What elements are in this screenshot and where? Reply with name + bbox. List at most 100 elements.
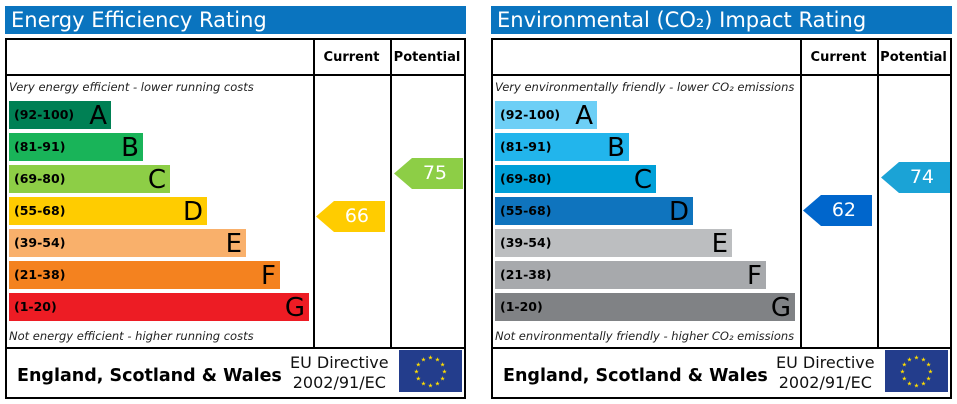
band-range: (69-80)	[14, 171, 66, 186]
svg-text:★: ★	[921, 381, 926, 388]
potential-header: Potential	[877, 40, 950, 76]
svg-text:★: ★	[416, 376, 421, 383]
band-range: (81-91)	[500, 139, 552, 154]
svg-text:★: ★	[900, 369, 905, 376]
eu-directive: EU Directive 2002/91/EC	[776, 353, 875, 393]
band-range: (1-20)	[500, 299, 543, 314]
band-range: (55-68)	[14, 203, 66, 218]
band-range: (21-38)	[14, 267, 66, 282]
column-divider	[313, 40, 315, 347]
band-F-bar: (21-38) F	[9, 261, 280, 291]
potential-rating-arrow: 75	[394, 158, 463, 189]
band-range: (92-100)	[500, 107, 561, 122]
eu-directive-line2: 2002/91/EC	[778, 373, 872, 392]
band-letter: C	[147, 165, 166, 195]
band-range: (39-54)	[14, 235, 66, 250]
band-E-bar: (39-54) E	[495, 229, 732, 259]
svg-text:★: ★	[926, 362, 931, 369]
eu-directive-line1: EU Directive	[290, 353, 389, 372]
top-note: Very environmentally friendly - lower CO…	[495, 80, 795, 94]
environmental-rating-panel: Environmental (CO₂) Impact Rating Curren…	[491, 0, 952, 404]
current-header: Current	[313, 40, 390, 76]
svg-text:★: ★	[926, 376, 931, 383]
svg-text:★: ★	[907, 356, 912, 363]
band-G-bar: (1-20) G	[9, 293, 309, 323]
current-rating-arrow: 62	[803, 195, 872, 226]
band-G-bar: (1-20) G	[495, 293, 795, 323]
svg-text:★: ★	[928, 369, 933, 376]
svg-text:★: ★	[435, 381, 440, 388]
band-letter: A	[89, 101, 107, 131]
svg-text:★: ★	[914, 383, 919, 390]
svg-text:★: ★	[414, 369, 419, 376]
footer-region: England, Scotland & Wales	[17, 366, 282, 386]
band-range: (81-91)	[14, 139, 66, 154]
svg-text:★: ★	[440, 376, 445, 383]
band-C-bar: (69-80) C	[9, 165, 170, 195]
svg-text:★: ★	[421, 356, 426, 363]
column-divider	[877, 40, 879, 347]
band-range: (39-54)	[500, 235, 552, 250]
header-blank	[493, 40, 800, 76]
band-range: (55-68)	[500, 203, 552, 218]
potential-rating-arrow: 74	[881, 162, 950, 193]
svg-text:★: ★	[907, 381, 912, 388]
bottom-note: Not environmentally friendly - higher CO…	[495, 329, 795, 343]
band-D-bar: (55-68) D	[495, 197, 693, 227]
svg-text:★: ★	[914, 355, 919, 362]
panel-title: Environmental (CO₂) Impact Rating	[491, 6, 952, 34]
panel-title: Energy Efficiency Rating	[5, 6, 466, 34]
svg-text:★: ★	[921, 356, 926, 363]
svg-text:★: ★	[442, 369, 447, 376]
band-letter: E	[225, 229, 242, 259]
footer-region: England, Scotland & Wales	[503, 366, 768, 386]
band-F-bar: (21-38) F	[495, 261, 766, 291]
band-B-bar: (81-91) B	[9, 133, 143, 163]
band-letter: A	[575, 101, 593, 131]
bottom-note: Not energy efficient - higher running co…	[9, 329, 254, 343]
svg-text:★: ★	[421, 381, 426, 388]
svg-text:★: ★	[902, 362, 907, 369]
column-divider	[800, 40, 802, 347]
band-letter: D	[668, 197, 689, 227]
band-E-bar: (39-54) E	[9, 229, 246, 259]
eu-directive-line1: EU Directive	[776, 353, 875, 372]
eu-flag-icon: ★★★★★★★★★ ★ ★★	[399, 350, 462, 392]
band-letter: D	[182, 197, 203, 227]
band-letter: G	[770, 293, 791, 323]
band-C-bar: (69-80) C	[495, 165, 656, 195]
band-range: (1-20)	[14, 299, 57, 314]
band-letter: B	[121, 133, 139, 163]
svg-text:★: ★	[440, 362, 445, 369]
band-range: (21-38)	[500, 267, 552, 282]
eu-directive-line2: 2002/91/EC	[292, 373, 386, 392]
footer-divider	[493, 347, 950, 349]
header-blank	[7, 40, 313, 76]
potential-header: Potential	[390, 40, 464, 76]
band-letter: F	[747, 261, 762, 291]
band-range: (92-100)	[14, 107, 75, 122]
band-letter: G	[284, 293, 305, 323]
eu-flag-icon: ★★★★★★★★★ ★ ★★	[885, 350, 948, 392]
band-letter: C	[633, 165, 652, 195]
column-divider	[390, 40, 392, 347]
rating-table: Current Potential Very energy efficient …	[5, 38, 466, 399]
band-letter: B	[607, 133, 625, 163]
svg-text:★: ★	[428, 383, 433, 390]
band-D-bar: (55-68) D	[9, 197, 207, 227]
band-B-bar: (81-91) B	[495, 133, 629, 163]
eu-directive: EU Directive 2002/91/EC	[290, 353, 389, 393]
band-letter: F	[261, 261, 276, 291]
svg-text:★: ★	[902, 376, 907, 383]
band-letter: E	[711, 229, 728, 259]
energy-rating-panel: Energy Efficiency Rating Current Potenti…	[5, 0, 466, 404]
footer-divider	[7, 347, 464, 349]
current-header: Current	[800, 40, 877, 76]
svg-text:★: ★	[435, 356, 440, 363]
band-A-bar: (92-100) A	[495, 101, 597, 131]
rating-table: Current Potential Very environmentally f…	[491, 38, 952, 399]
band-range: (69-80)	[500, 171, 552, 186]
band-A-bar: (92-100) A	[9, 101, 111, 131]
top-note: Very energy efficient - lower running co…	[9, 80, 254, 94]
svg-text:★: ★	[416, 362, 421, 369]
